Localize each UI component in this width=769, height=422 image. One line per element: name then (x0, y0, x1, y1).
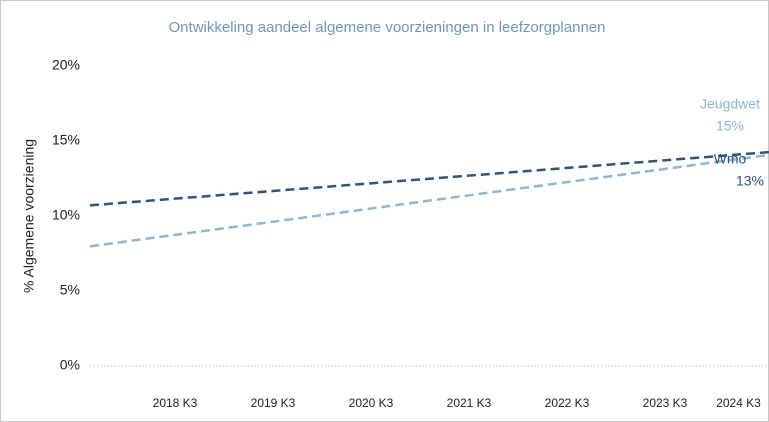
trend-line (89, 153, 769, 248)
y-axis-label: % Algemene voorziening (21, 139, 37, 293)
trend-line (89, 150, 769, 207)
data-label: 15% (716, 118, 744, 134)
x-tick-label: 2018 K3 (153, 396, 198, 410)
x-tick-label: 2020 K3 (349, 396, 394, 410)
series-name-label: Jeugdwet (700, 96, 760, 112)
series-name-label: Wmo (714, 151, 747, 167)
y-tick-label: 15% (52, 132, 80, 148)
x-tick-label: 2023 K3 (643, 396, 688, 410)
x-tick-label: 2019 K3 (251, 396, 296, 410)
y-tick-label: 10% (52, 207, 80, 223)
x-tick-label: 2024 K3 (716, 396, 761, 410)
y-tick-label: 5% (60, 282, 80, 298)
chart-title: Ontwikkeling aandeel algemene voorzienin… (169, 19, 606, 36)
y-tick-label: 0% (60, 357, 80, 373)
x-tick-label: 2022 K3 (545, 396, 590, 410)
data-label: 13% (736, 173, 764, 189)
y-tick-label: 20% (52, 57, 80, 73)
x-tick-label: 2021 K3 (447, 396, 492, 410)
